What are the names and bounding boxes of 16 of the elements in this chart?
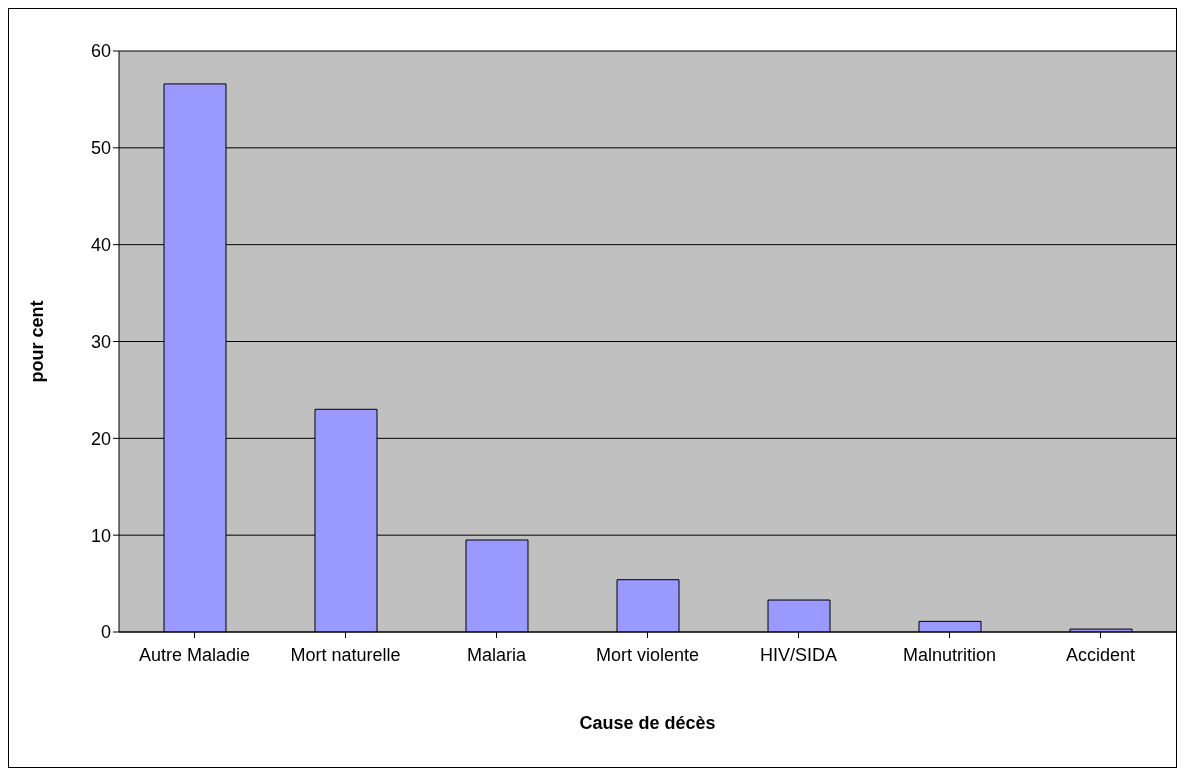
- x-tick-label: Autre Maladie: [138, 644, 251, 665]
- y-tick-label: 40: [90, 235, 111, 256]
- x-tick-label: Mort violente: [595, 644, 700, 665]
- x-tick-label: Malaria: [466, 644, 527, 665]
- x-tick-label: Mort naturelle: [290, 644, 401, 665]
- y-tick-label: 20: [90, 428, 111, 449]
- y-tick-label: 10: [90, 525, 111, 546]
- y-tick-label: 0: [100, 622, 111, 643]
- x-tick-label: Malnutrition: [902, 644, 997, 665]
- y-tick-label: 60: [90, 41, 111, 62]
- x-tick-label: HIV/SIDA: [759, 644, 838, 665]
- y-axis-title: pour cent: [27, 300, 48, 383]
- x-axis-title: Cause de décès: [579, 713, 716, 733]
- y-tick-label: 30: [90, 331, 111, 352]
- y-tick-label: 50: [90, 138, 111, 159]
- x-tick-label: Accident: [1065, 644, 1136, 665]
